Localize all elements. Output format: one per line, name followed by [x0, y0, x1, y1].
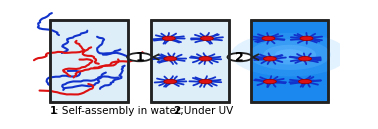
Circle shape — [228, 53, 252, 61]
Ellipse shape — [249, 39, 331, 70]
Ellipse shape — [231, 33, 348, 76]
Circle shape — [300, 36, 313, 41]
Text: 1: 1 — [50, 106, 57, 116]
Text: : Under UV: : Under UV — [177, 106, 234, 116]
Circle shape — [164, 79, 177, 84]
Text: : Self-assembly in water;: : Self-assembly in water; — [55, 106, 189, 116]
Text: 2: 2 — [173, 106, 180, 116]
Circle shape — [299, 57, 311, 61]
Circle shape — [200, 36, 213, 41]
Circle shape — [299, 79, 311, 84]
FancyBboxPatch shape — [151, 21, 229, 102]
Circle shape — [127, 53, 152, 61]
Ellipse shape — [275, 49, 304, 60]
Circle shape — [163, 36, 175, 41]
Circle shape — [262, 36, 275, 41]
FancyBboxPatch shape — [50, 21, 128, 102]
FancyBboxPatch shape — [251, 21, 328, 102]
Ellipse shape — [263, 45, 316, 64]
Circle shape — [164, 57, 177, 61]
Circle shape — [199, 57, 212, 61]
Text: 1: 1 — [135, 51, 144, 64]
Circle shape — [263, 79, 276, 84]
Circle shape — [199, 79, 212, 84]
Circle shape — [263, 57, 276, 61]
Text: 2: 2 — [235, 51, 244, 64]
